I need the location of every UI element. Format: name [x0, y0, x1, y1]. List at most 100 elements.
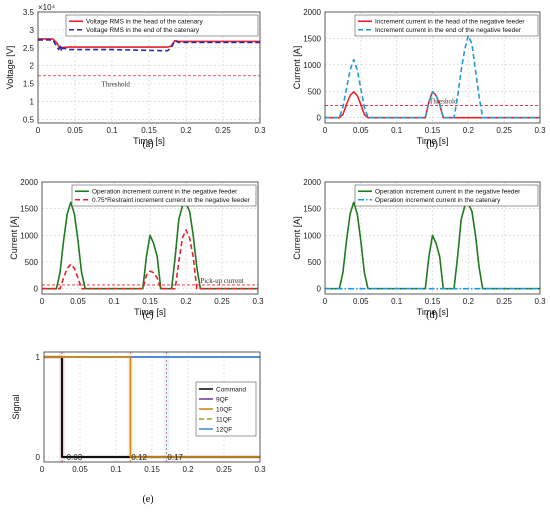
legend: Increment current in the head of the neg…	[354, 14, 539, 37]
threshold-label: Threshold	[429, 98, 458, 106]
y-tick-label: 1	[30, 98, 35, 107]
series-line-0	[42, 201, 258, 290]
plot-frame	[41, 181, 259, 295]
x-tick-label: 0.15	[425, 297, 441, 306]
event-annotation: 0.12	[131, 453, 147, 462]
x-tick-label: 0.2	[182, 465, 194, 474]
x-axis-label: Time [s]	[417, 136, 449, 146]
y-tick-label: 2.5	[23, 44, 35, 53]
x-tick-label: 0.2	[180, 126, 192, 135]
plot-frame	[43, 351, 261, 463]
x-tick-label: 0.25	[215, 126, 231, 135]
panel-caption: (c)	[142, 310, 153, 321]
x-tick-label: 0.3	[254, 465, 266, 474]
x-tick-label: 0	[40, 297, 45, 306]
x-axis-label: Time [s]	[417, 307, 449, 317]
chart-d: 0 0.05 0.1 0.15 0.2 0.25 0.3 0 500 1000 1500 2000 Ti…	[292, 178, 546, 321]
x-tick-label: 0.25	[496, 297, 512, 306]
y-tick-label: 2000	[303, 8, 321, 17]
y-axis-label: Current [A]	[292, 216, 302, 260]
x-tick-label: 0.1	[106, 126, 118, 135]
event-annotation: 0.03	[67, 453, 83, 462]
legend: Voltage RMS in the head of the catenaryV…	[65, 14, 259, 37]
x-tick-label: 0.05	[72, 465, 88, 474]
x-tick-label: 0.05	[353, 126, 369, 135]
legend-label: Operation increment current in the negat…	[375, 189, 521, 196]
y-tick-label: 0.5	[23, 115, 35, 124]
x-tick-label: 0.3	[254, 126, 266, 135]
legend: Command 9QF 10QF 11QF 12QF	[195, 381, 257, 437]
y-axis-label: Current [A]	[9, 216, 19, 260]
x-tick-label: 0.2	[463, 297, 475, 306]
x-tick-label: 0.1	[391, 126, 403, 135]
panel-caption: (a)	[142, 139, 153, 150]
legend-label: Increment current in the end of the nega…	[375, 27, 522, 34]
threshold-label: Pick-up current	[200, 277, 243, 285]
x-tick-label: 0	[323, 126, 328, 135]
y-tick-label: 1000	[303, 61, 321, 70]
legend-label: 10QF	[216, 406, 232, 413]
legend-label: Command	[216, 386, 246, 393]
y-tick-label: 0	[34, 285, 39, 294]
y-tick-label: 3	[30, 26, 35, 35]
y-tick-label: 1500	[303, 34, 321, 43]
legend-box	[354, 14, 539, 37]
x-tick-label: 0	[40, 465, 45, 474]
legend-box	[71, 184, 257, 207]
x-tick-label: 0.2	[463, 126, 475, 135]
y-tick-label: 0	[317, 285, 322, 294]
x-tick-label: 0.05	[353, 297, 369, 306]
chart-e: 0.05 0.1 0.15 0.2 0.25 0.3 0 0 1 0.03 0.12 0.17 Sign…	[11, 351, 266, 505]
legend-label: 12QF	[216, 426, 232, 433]
panel-caption: (e)	[142, 494, 153, 505]
legend-label: 9QF	[216, 396, 229, 403]
panel-caption: (b)	[426, 139, 438, 150]
y-tick-label: 1500	[20, 205, 38, 214]
plot-frame	[324, 181, 541, 295]
legend-label: 11QF	[216, 416, 232, 423]
legend-label: Operation increment current in the caten…	[375, 197, 501, 204]
series-line-0	[38, 38, 260, 49]
legend: Operation increment current in the negat…	[354, 184, 539, 207]
y-tick-label: 1500	[303, 205, 321, 214]
event-band	[163, 352, 170, 462]
legend-label: Operation increment current in the negat…	[92, 189, 238, 196]
x-tick-label: 0.25	[216, 465, 232, 474]
legend-label: Voltage RMS in the head of the catenary	[86, 19, 203, 26]
x-axis-label: Time [s]	[134, 307, 166, 317]
chart-a: 0 0.05 0.1 0.15 0.2 0.25 0.3 0.5 1 1.5 2 2.5 3 3.5 Thr…	[5, 3, 266, 150]
legend-box	[65, 14, 259, 37]
y-tick-label: 500	[308, 258, 322, 267]
y-exponent-label: ×10⁴	[38, 3, 56, 12]
x-tick-label: 0.3	[252, 297, 264, 306]
y-tick-label: 500	[308, 87, 322, 96]
event-annotation: 0.17	[167, 453, 183, 462]
y-tick-label: 1	[36, 353, 41, 362]
x-tick-label: 0.05	[70, 297, 86, 306]
plot-frame	[324, 11, 541, 124]
x-tick-label: 0	[323, 297, 328, 306]
legend-box	[354, 184, 539, 207]
chart-b: 0 0.05 0.1 0.15 0.2 0.25 0.3 0 500 1000 1500 2000 Th…	[292, 8, 546, 150]
x-tick-label: 0.1	[108, 297, 120, 306]
x-axis-label: Time [s]	[133, 136, 165, 146]
x-tick-label: 0.3	[534, 126, 546, 135]
y-axis-label: Current [A]	[292, 46, 302, 90]
y-tick-label: 2000	[20, 178, 38, 187]
chart-c: 0 0.05 0.1 0.15 0.2 0.25 0.3 0 500 1000 1500 2000 Pi…	[9, 178, 264, 321]
y-axis-label: Signal	[11, 394, 21, 419]
legend-label: Voltage RMS in the end of the catenary	[86, 27, 200, 34]
threshold-label: Threshold	[102, 81, 131, 89]
y-tick-label: 1.5	[23, 80, 35, 89]
x-tick-label: 0.05	[67, 126, 83, 135]
series-line-1	[42, 229, 258, 290]
x-tick-label: 0.15	[425, 126, 441, 135]
legend: Operation increment current in the negat…	[71, 184, 257, 207]
x-tick-label: 0.1	[391, 297, 403, 306]
x-tick-label: 0.25	[214, 297, 230, 306]
y-tick-label: 0	[317, 114, 322, 123]
y-tick-label: 2000	[303, 178, 321, 187]
series-line-1	[325, 34, 540, 119]
x-tick-label: 0	[36, 126, 41, 135]
